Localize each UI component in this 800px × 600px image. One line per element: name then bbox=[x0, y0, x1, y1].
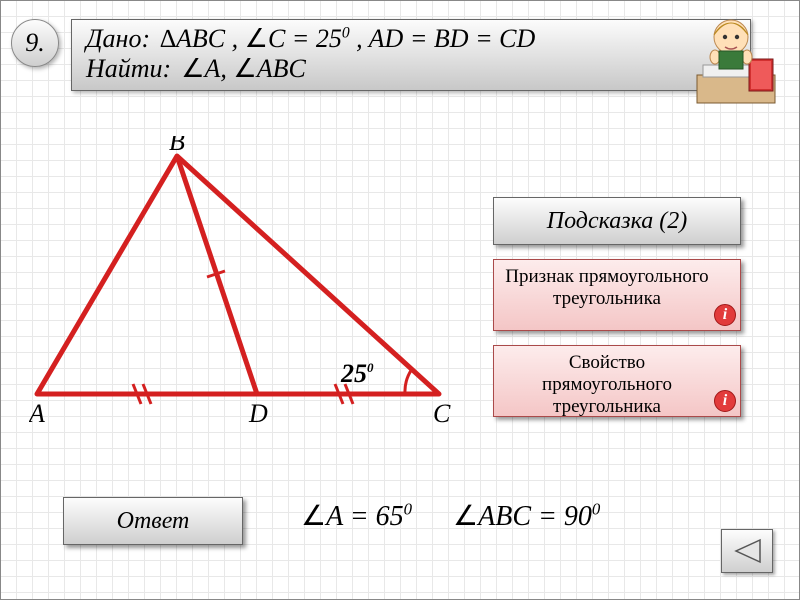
triangle-left-icon bbox=[732, 538, 762, 564]
hint-2-text: Свойство прямоугольного треугольника bbox=[542, 352, 672, 417]
given-label: Дано: bbox=[86, 24, 150, 54]
vertex-c-label: C bbox=[433, 399, 451, 428]
find-label: Найти: bbox=[86, 54, 171, 84]
given-panel: Дано: ∆ABC , ∠C = 250 , AD = BD = CD Най… bbox=[71, 19, 751, 91]
problem-number-text: 9. bbox=[25, 28, 45, 58]
hint-button-label: Подсказка (2) bbox=[547, 208, 687, 235]
info-icon[interactable]: i bbox=[714, 304, 736, 326]
nav-back-button[interactable] bbox=[721, 529, 773, 573]
info-icon[interactable]: i bbox=[714, 390, 736, 412]
hint-1-text: Признак прямоугольного треугольника bbox=[505, 266, 708, 309]
answer-button[interactable]: Ответ bbox=[63, 497, 243, 545]
find-expression: ∠A, ∠ABC bbox=[181, 54, 306, 84]
vertex-b-label: B bbox=[169, 136, 185, 156]
answer-button-label: Ответ bbox=[117, 508, 190, 535]
given-expression: ∆ABC , ∠C = 250 , AD = BD = CD bbox=[160, 24, 535, 54]
angle-c-value: 250 bbox=[340, 359, 374, 388]
problem-number-badge: 9. bbox=[11, 19, 59, 67]
answer-expression: ∠A = 650 ∠ABC = 900 bbox=[301, 499, 634, 533]
hint-button[interactable]: Подсказка (2) bbox=[493, 197, 741, 245]
hint-card-1[interactable]: Признак прямоугольного треугольника i bbox=[493, 259, 741, 331]
vertex-a-label: A bbox=[29, 399, 45, 428]
vertex-d-label: D bbox=[248, 399, 268, 428]
student-clipart bbox=[691, 7, 781, 107]
triangle-diagram: A B C D 250 bbox=[29, 136, 469, 436]
hint-card-2[interactable]: Свойство прямоугольного треугольника i bbox=[493, 345, 741, 417]
